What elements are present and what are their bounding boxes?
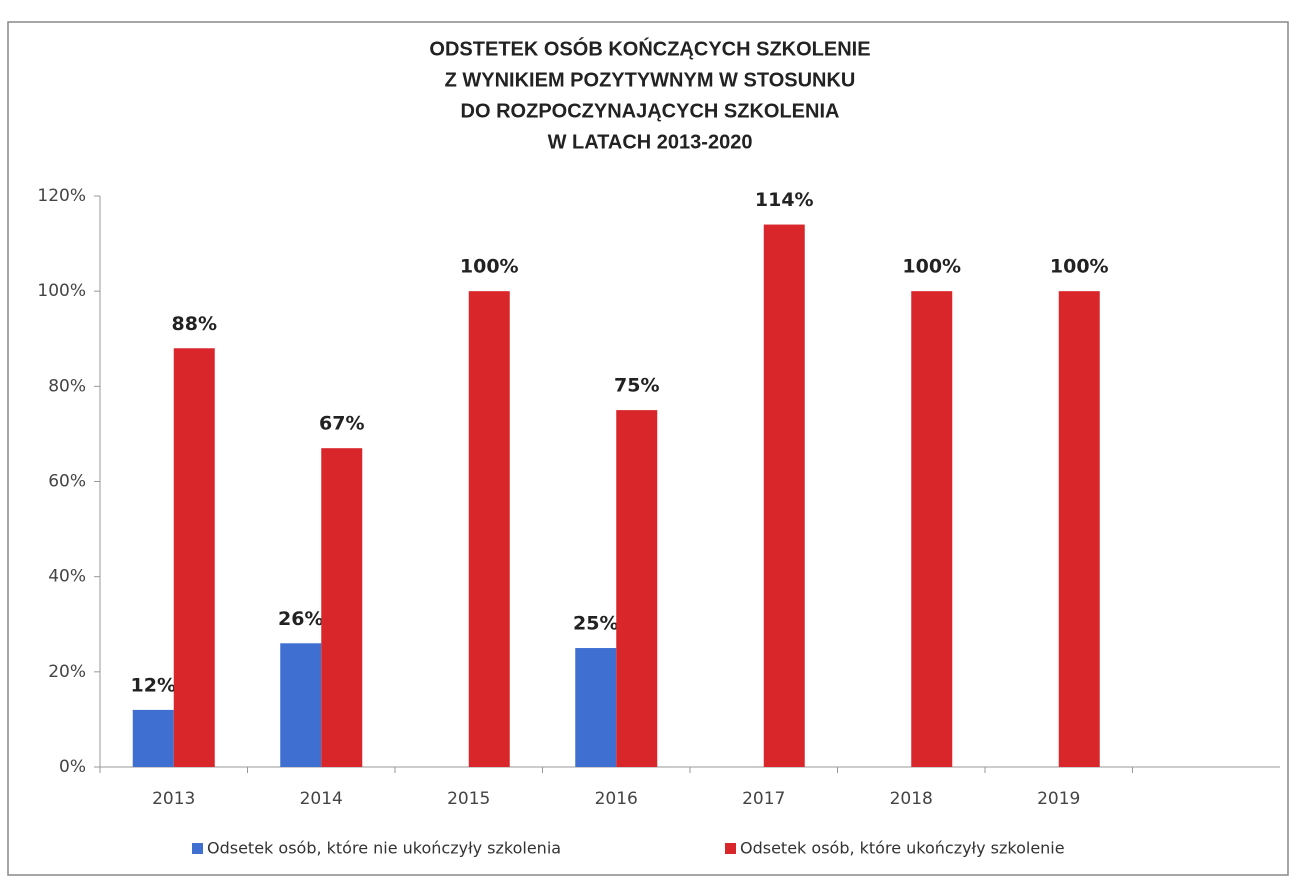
data-label: 100% [460,256,519,278]
y-tick-label: 0% [59,757,86,777]
y-tick-label: 60% [48,472,86,492]
chart-title: Z WYNIKIEM POZYTYWNYM W STOSUNKU [445,69,856,91]
bar [173,348,215,767]
x-tick-label: 2016 [595,789,638,809]
bar [911,291,953,767]
y-tick-label: 80% [48,376,86,396]
chart-title: DO ROZPOCZYNAJĄCYCH SZKOLENIA [461,100,840,122]
bar [575,648,617,767]
x-tick-label: 2015 [447,789,490,809]
x-tick-label: 2018 [890,789,933,809]
bar [1058,291,1100,767]
y-tick-label: 120% [37,186,86,206]
bar [616,410,658,767]
y-tick-label: 100% [37,281,86,301]
legend-swatch [192,843,203,854]
data-label: 25% [573,613,618,635]
y-tick-label: 40% [48,567,86,587]
bar [763,224,805,768]
data-label: 26% [278,608,323,630]
data-label: 12% [131,674,176,696]
data-label: 100% [1050,256,1109,278]
x-tick-label: 2013 [152,789,195,809]
data-label: 75% [614,375,659,397]
data-label: 67% [319,413,364,435]
bar [280,643,322,767]
x-tick-label: 2014 [300,789,343,809]
chart-title: W LATACH 2013-2020 [548,131,753,153]
legend-swatch [725,843,736,854]
chart-title: ODSTETEK OSÓB KOŃCZĄCYCH SZKOLENIE [429,36,870,60]
bar [132,709,174,767]
legend-label: Odsetek osób, które ukończyły szkolenie [740,839,1065,858]
x-tick-label: 2017 [742,789,785,809]
y-tick-label: 20% [48,662,86,682]
x-tick-label: 2019 [1037,789,1080,809]
legend-label: Odsetek osób, które nie ukończyły szkole… [207,839,561,858]
data-label: 100% [902,256,961,278]
bar [321,448,363,767]
data-label: 88% [172,313,217,335]
bar [468,291,510,767]
data-label: 114% [755,189,814,211]
